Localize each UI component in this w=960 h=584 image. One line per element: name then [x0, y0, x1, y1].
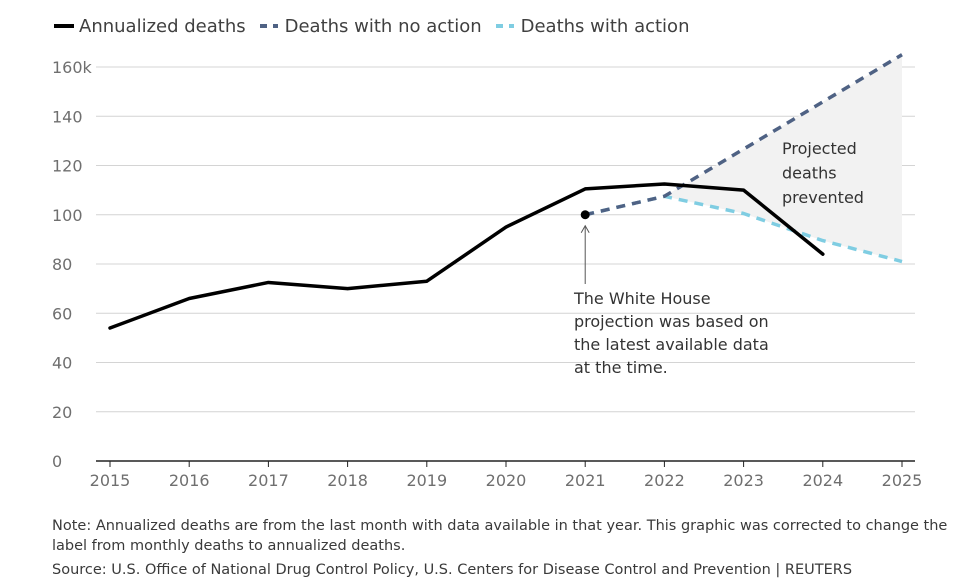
data-point-annualized-deaths: [662, 182, 666, 186]
x-tick-label: 2020: [486, 471, 527, 490]
legend-label: Annualized deaths: [79, 15, 246, 37]
legend-label: Deaths with no action: [284, 15, 482, 37]
y-tick-label: 0: [52, 452, 62, 471]
y-tick-label: 160k: [52, 58, 93, 77]
y-tick-label: 140: [52, 107, 83, 126]
data-point-annualized-deaths: [266, 280, 270, 284]
series-line-annualized-deaths: [108, 182, 825, 330]
data-point-annualized-deaths: [742, 188, 746, 192]
data-point-annualized-deaths: [821, 252, 825, 256]
data-point-annualized-deaths: [504, 225, 508, 229]
legend-item-annualized-deaths: Annualized deaths: [54, 16, 246, 37]
annotation-text-line: the latest available data: [574, 335, 769, 354]
gridlines: 0 20 40 60 80 100 120 140 160k: [52, 58, 915, 471]
data-point-annualized-deaths: [425, 279, 429, 283]
y-tick-label: 80: [52, 255, 72, 274]
x-axis: 2015 2016 2017 2018 2019 2020 2021 2022 2023 2024…: [90, 460, 923, 490]
legend-label: Deaths with action: [520, 15, 690, 37]
chart-area: 0 20 40 60 80 100 120 140 160k Projected deaths pr…: [52, 53, 923, 490]
white-house-annotation: The White House projection was based on th…: [573, 224, 769, 377]
projection-start-dot: [580, 210, 590, 220]
series-lines: [108, 53, 903, 330]
data-point-annualized-deaths: [346, 287, 350, 291]
x-tick-label: 2022: [644, 471, 685, 490]
x-tick-label: 2017: [248, 471, 289, 490]
y-tick-label: 40: [52, 354, 72, 373]
y-tick-label: 20: [52, 403, 72, 422]
legend-swatch-dark-dashed-line: [259, 20, 280, 32]
y-tick-label: 60: [52, 304, 72, 323]
y-tick-label: 120: [52, 157, 83, 176]
shade-label-line: deaths: [782, 164, 837, 183]
data-point-annualized-deaths: [108, 326, 112, 330]
shade-label-line: prevented: [782, 188, 864, 207]
data-point-annualized-deaths: [187, 296, 191, 300]
x-tick-label: 2016: [169, 471, 210, 490]
x-tick-label: 2025: [882, 471, 923, 490]
x-tick-label: 2023: [723, 471, 764, 490]
chart-legend: Annualized deaths Deaths with no action …: [54, 12, 703, 40]
legend-swatch-solid-line: [54, 20, 74, 32]
chart-note: Note: Annualized deaths are from the las…: [52, 518, 948, 554]
x-tick-label: 2018: [327, 471, 368, 490]
x-tick-label: 2019: [406, 471, 447, 490]
annotation-text-line: at the time.: [574, 358, 668, 377]
legend-swatch-light-dashed-line: [495, 20, 516, 32]
projected-deaths-prevented-area: [664, 54, 902, 262]
y-tick-label: 100: [52, 206, 83, 225]
x-tick-label: 2021: [565, 471, 606, 490]
x-tick-label: 2024: [802, 471, 843, 490]
legend-item-deaths-with-action: Deaths with action: [495, 15, 690, 37]
annotation-text-line: The White House: [573, 289, 711, 308]
x-tick-label: 2015: [90, 471, 131, 490]
chart-source: Source: U.S. Office of National Drug Con…: [52, 562, 853, 578]
legend-item-deaths-no-action: Deaths with no action: [259, 15, 482, 37]
projected-deaths-prevented-label: Projected deaths prevented: [782, 139, 864, 207]
annotation-text-line: projection was based on: [574, 312, 769, 331]
data-point-annualized-deaths: [583, 187, 587, 191]
series-line-deaths-no-action: [584, 53, 903, 217]
annotation-arrow-head: [580, 224, 590, 233]
shade-label-line: Projected: [782, 139, 857, 158]
